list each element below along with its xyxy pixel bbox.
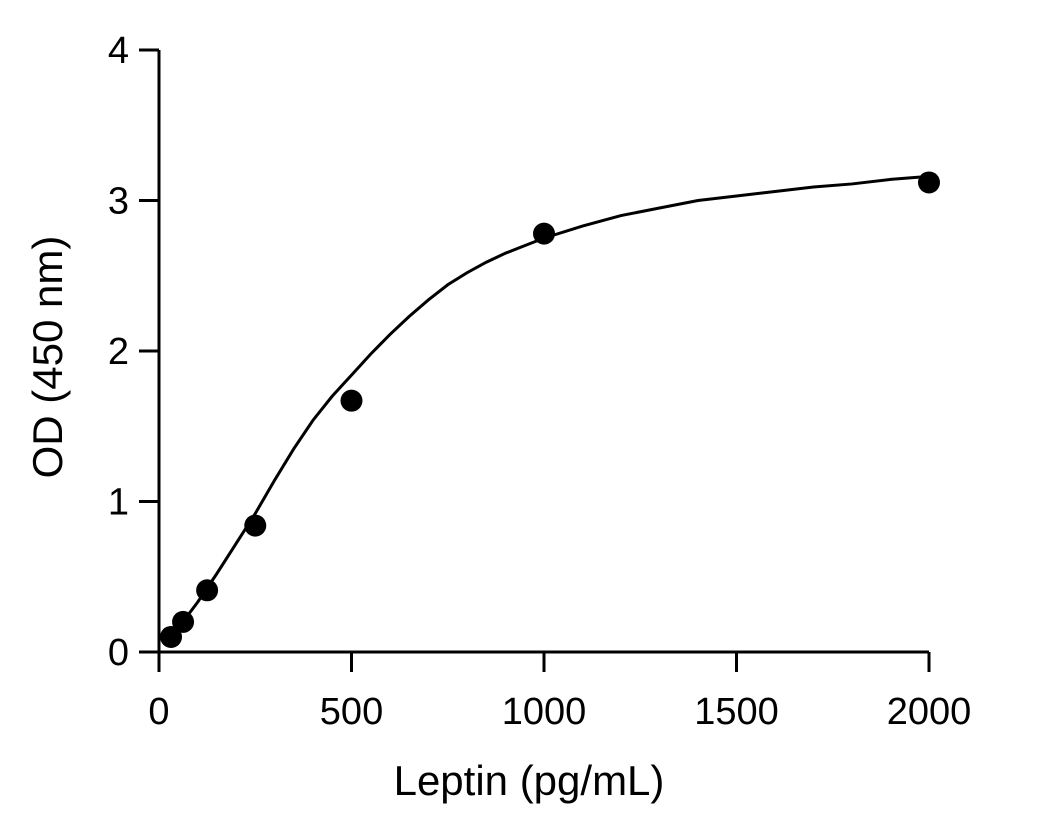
y-tick-label: 1 — [108, 482, 129, 524]
y-tick-label: 3 — [108, 181, 129, 223]
x-tick-label: 1500 — [694, 691, 779, 733]
x-tick-label: 0 — [148, 691, 169, 733]
x-tick-label: 1000 — [502, 691, 587, 733]
data-point — [918, 171, 940, 194]
data-point — [244, 514, 267, 537]
data-point — [533, 222, 555, 245]
data-point — [160, 625, 183, 648]
data-point — [196, 579, 219, 602]
data-points — [160, 171, 940, 648]
x-axis-title: Leptin (pg/mL) — [394, 757, 665, 804]
fit-curve-layer — [165, 174, 930, 643]
y-tick-label: 4 — [108, 30, 129, 72]
fit-curve-line — [165, 174, 930, 643]
data-point — [172, 610, 195, 633]
y-axis-title: OD (450 nm) — [24, 236, 71, 479]
x-tick-label: 2000 — [887, 691, 972, 733]
x-tick-label: 500 — [320, 691, 383, 733]
x-axis-ticks: 0 500 1000 1500 2000 — [148, 652, 971, 733]
axes — [157, 50, 929, 654]
y-tick-label: 2 — [108, 331, 129, 373]
data-point — [340, 389, 363, 412]
y-tick-label: 0 — [108, 632, 129, 674]
y-axis-ticks: 0 1 2 3 4 — [108, 30, 159, 674]
